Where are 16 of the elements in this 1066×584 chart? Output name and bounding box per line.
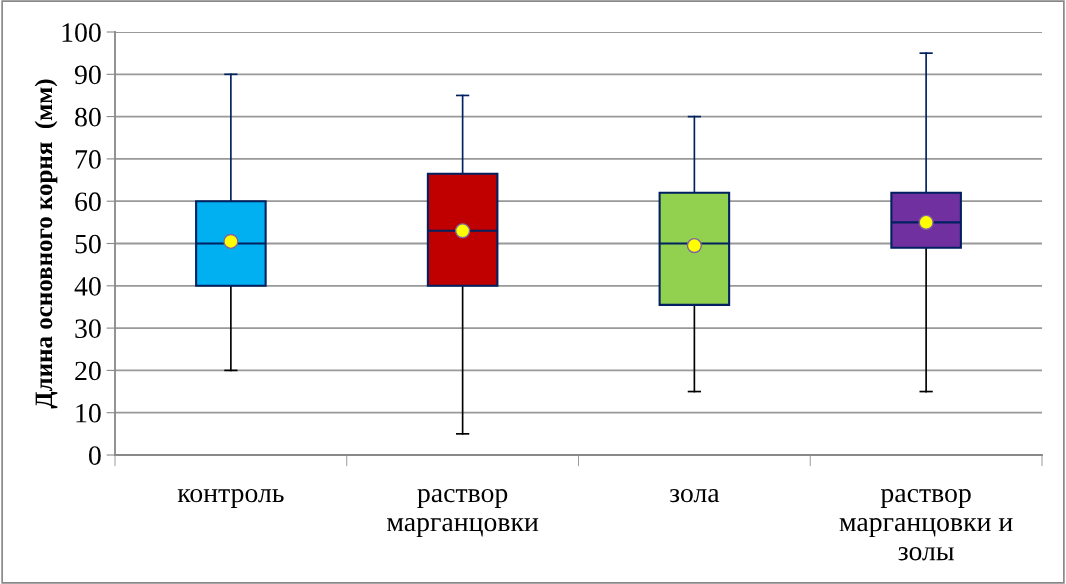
y-tick-label: 60 (75, 192, 101, 212)
y-tick-label: 80 (75, 107, 101, 127)
y-tick-label: 40 (74, 276, 101, 296)
y-tick-label: 50 (75, 234, 101, 254)
x-tick-label: зола (669, 488, 720, 503)
y-tick-label: 0 (88, 446, 101, 465)
x-tick-label: контроль (177, 488, 284, 508)
y-tick-label: 70 (75, 150, 101, 169)
y-tick-label: 90 (74, 65, 101, 85)
x-tick-label: раствор марганцовки (387, 488, 539, 538)
y-tick-label: 20 (75, 361, 101, 381)
x-tick-label: раствор марганцовки и золы (839, 488, 1013, 561)
y-tick-label: 10 (76, 403, 101, 423)
y-tick-label: 100 (62, 23, 101, 42)
y-axis-title: Длина основного корня (мм) (34, 79, 58, 409)
y-tick-label: 30 (75, 319, 101, 339)
